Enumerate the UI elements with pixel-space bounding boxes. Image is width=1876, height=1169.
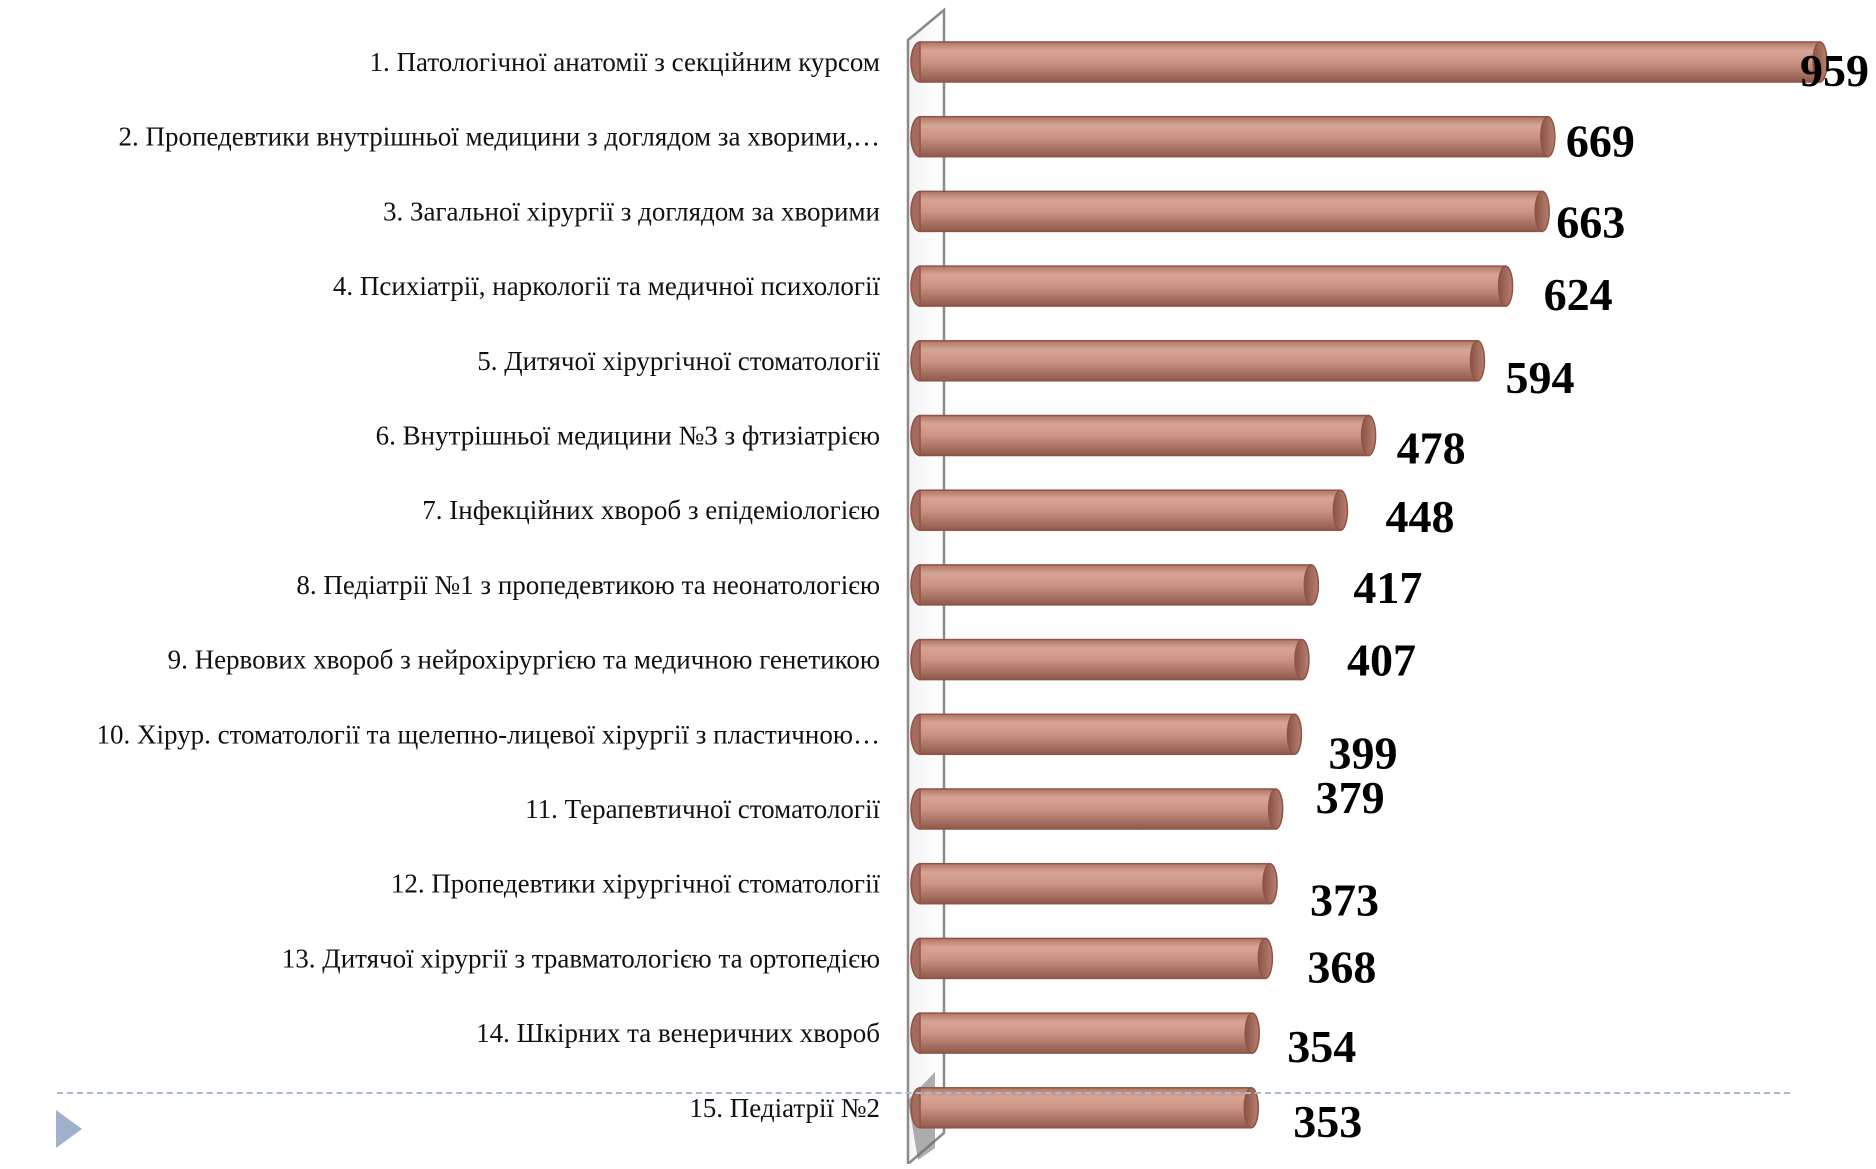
- value-label: 354: [1287, 1021, 1356, 1072]
- bar: [919, 862, 1271, 905]
- value-label: 368: [1307, 941, 1376, 992]
- bar-item: [910, 414, 1377, 457]
- value-label: 959: [1800, 45, 1869, 96]
- category-label: 1. Патологічної анатомії з секційним кур…: [370, 47, 880, 77]
- category-label: 13. Дитячої хірургії з травматологією та…: [282, 943, 880, 973]
- category-label: 9. Нервових хвороб з нейрохірургією та м…: [168, 645, 880, 675]
- bar: [919, 41, 1821, 83]
- category-label: 6. Внутрішньої медицини №3 з фтизіатрією: [376, 421, 880, 451]
- value-label: 353: [1293, 1096, 1362, 1147]
- bar-item: [910, 937, 1274, 980]
- bar-item: [910, 564, 1320, 606]
- category-label: 3. Загальної хірургії з доглядом за хвор…: [383, 196, 880, 226]
- category-label: 11. Терапевтичної стоматології: [525, 794, 880, 824]
- category-label: 7. Інфекційних хвороб з епідеміологією: [422, 495, 880, 525]
- bar-item: [910, 265, 1514, 307]
- bar: [919, 115, 1549, 158]
- bar: [919, 564, 1313, 606]
- category-label: 5. Дитячої хірургічної стоматології: [477, 346, 880, 376]
- bar: [919, 638, 1303, 681]
- bar-item: [910, 1087, 1260, 1129]
- bars-group: [910, 41, 1828, 1129]
- bar-end-cap: [1812, 41, 1828, 83]
- bar-end-cap: [1243, 1087, 1260, 1129]
- value-label: 448: [1385, 491, 1454, 542]
- category-label: 12. Пропедевтики хірургічної стоматологі…: [391, 869, 881, 899]
- value-label: 624: [1544, 269, 1613, 320]
- value-label: 669: [1566, 116, 1635, 167]
- bar-end-cap: [1534, 190, 1550, 233]
- bar-item: [910, 638, 1310, 681]
- value-label: 478: [1397, 423, 1466, 474]
- category-label: 14. Шкірних та венеричних хвороб: [476, 1018, 880, 1048]
- bar-item: [910, 115, 1556, 158]
- bar-item: [910, 190, 1550, 233]
- bar-end-cap: [1303, 564, 1320, 606]
- bar-end-cap: [1294, 638, 1310, 681]
- value-label: 407: [1347, 635, 1416, 686]
- value-label: 379: [1316, 772, 1385, 823]
- bar-end-cap: [1262, 862, 1278, 905]
- bar-end-cap: [1497, 265, 1514, 307]
- bar: [919, 1012, 1253, 1054]
- bar: [919, 788, 1277, 830]
- bar: [919, 265, 1507, 307]
- category-label: 4. Психіатрії, наркології та медичної пс…: [333, 271, 881, 301]
- bar-end-cap: [1244, 1012, 1260, 1054]
- bar-end-cap: [1267, 788, 1284, 830]
- bar-end-cap: [1286, 713, 1303, 756]
- bar: [919, 489, 1342, 531]
- category-label: 15. Педіатрії №2: [689, 1093, 880, 1123]
- slide-divider: [57, 1092, 1790, 1094]
- bar-end-cap: [1540, 115, 1556, 158]
- bar-item: [910, 862, 1278, 905]
- bar-item: [910, 713, 1303, 756]
- category-label: 8. Педіатрії №1 з пропедевтикою та неона…: [296, 570, 880, 600]
- bar-item: [910, 489, 1349, 531]
- category-label: 10. Хірур. стоматології та щелепно-лицев…: [96, 719, 880, 749]
- bar: [919, 340, 1479, 382]
- bar: [919, 414, 1370, 457]
- bar-end-cap: [1257, 937, 1274, 980]
- category-labels: 1. Патологічної анатомії з секційним кур…: [96, 47, 880, 1123]
- category-label: 2. Пропедевтики внутрішньої медицини з д…: [118, 122, 880, 152]
- bar-item: [910, 41, 1828, 83]
- bar: [919, 937, 1267, 980]
- value-label: 594: [1505, 352, 1574, 403]
- value-label: 399: [1328, 727, 1397, 778]
- bar-item: [910, 788, 1284, 830]
- bar: [919, 713, 1296, 756]
- value-label: 373: [1310, 875, 1379, 926]
- bar: [919, 1087, 1253, 1129]
- value-label: 663: [1556, 196, 1625, 247]
- value-label: 417: [1353, 562, 1422, 613]
- bar-item: [910, 340, 1486, 382]
- play-arrow-icon[interactable]: [56, 1110, 82, 1148]
- bar-end-cap: [1360, 414, 1377, 457]
- bar-end-cap: [1332, 489, 1349, 531]
- bar-end-cap: [1469, 340, 1486, 382]
- bar-item: [910, 1012, 1260, 1054]
- bar: [919, 190, 1543, 233]
